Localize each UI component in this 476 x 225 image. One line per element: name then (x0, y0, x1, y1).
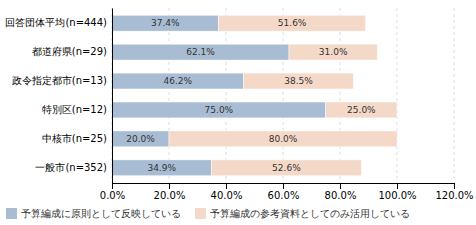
legend-label: 予算編成に原則として反映している (21, 208, 181, 219)
x-tick: 0.0% (100, 183, 125, 201)
x-tick: 60.0% (268, 183, 300, 201)
x-tick-mark (226, 183, 227, 189)
grid-line (340, 8, 341, 183)
legend-item: 予算編成に原則として反映している (6, 208, 181, 219)
data-label: 25.0% (347, 105, 376, 115)
bar (112, 73, 244, 89)
x-axis: 0.0% 20.0% 40.0% 60.0% 80.0% 100.0% 120.0% (100, 183, 474, 201)
bar (112, 15, 219, 31)
grid-line (397, 8, 398, 183)
chart: 37.4% 62.1% 46.2% 75.0% 20.0% 34.9% 51.6% 31.0%… (0, 0, 476, 225)
bar (169, 131, 397, 147)
grid-line (169, 8, 170, 183)
grid-line (112, 8, 113, 183)
data-label: 20.0% (126, 134, 155, 144)
x-tick-mark (169, 183, 170, 189)
x-tick-label: 0.0% (100, 190, 125, 201)
bar (326, 102, 397, 118)
data-label: 52.6% (272, 163, 301, 173)
bar (112, 102, 326, 118)
x-tick: 120.0% (435, 183, 473, 201)
x-axis-line (113, 184, 455, 190)
y-tick-label: 中核市(n=25) (42, 133, 107, 144)
y-tick: 中核市(n=25) (42, 133, 107, 144)
y-tick: 一般市(n=352) (35, 162, 107, 173)
bar (289, 44, 377, 60)
data-label: 46.2% (164, 76, 193, 86)
x-tick-mark (340, 183, 341, 189)
x-tick-label: 120.0% (435, 190, 473, 201)
plot: 37.4% 62.1% 46.2% 75.0% 20.0% 34.9% 51.6% 31.0%… (5, 8, 473, 201)
x-tick: 100.0% (378, 183, 416, 201)
data-label: 51.6% (278, 18, 307, 28)
data-labels: 37.4% 62.1% 46.2% 75.0% 20.0% 34.9% 51.6% 31.0%… (126, 18, 376, 173)
data-label: 80.0% (269, 134, 298, 144)
grid-line (283, 8, 284, 183)
legend-item: 予算編成の参考資料としてのみ活用している (195, 208, 410, 219)
grid-line (454, 8, 455, 183)
x-tick-label: 20.0% (154, 190, 186, 201)
legend: 予算編成に原則として反映している 予算編成の参考資料としてのみ活用している (6, 208, 410, 219)
x-tick-mark (397, 183, 398, 189)
x-tick-label: 60.0% (268, 190, 300, 201)
x-tick-mark (454, 183, 455, 189)
y-tick-label: 都道府県(n=29) (32, 46, 107, 57)
y-tick-label: 回答団体平均(n=444) (5, 17, 107, 28)
grid (112, 8, 454, 183)
data-label: 38.5% (284, 76, 313, 86)
y-tick: 都道府県(n=29) (32, 46, 107, 57)
y-tick-label: 特別区(n=12) (42, 104, 107, 115)
y-tick: 回答団体平均(n=444) (5, 17, 107, 28)
legend-swatch (6, 208, 17, 219)
bars (112, 15, 397, 176)
y-tick: 特別区(n=12) (42, 104, 107, 115)
x-tick-label: 80.0% (325, 190, 357, 201)
y-tick-label: 一般市(n=352) (35, 162, 107, 173)
bar (219, 15, 366, 31)
y-axis-line (112, 9, 113, 184)
bar (244, 73, 354, 89)
legend-swatch (195, 208, 206, 219)
grid-line (226, 8, 227, 183)
x-tick: 40.0% (211, 183, 243, 201)
bar (112, 44, 289, 60)
data-label: 75.0% (205, 105, 234, 115)
x-tick-mark (112, 183, 113, 189)
y-axis: 回答団体平均(n=444) 都道府県(n=29) 政令指定都市(n=13) 特別区(n… (5, 9, 112, 184)
data-label: 34.9% (147, 163, 176, 173)
x-tick: 20.0% (154, 183, 186, 201)
y-tick-label: 政令指定都市(n=13) (12, 75, 107, 86)
data-label: 31.0% (319, 47, 348, 57)
data-label: 62.1% (186, 47, 215, 57)
legend-label: 予算編成の参考資料としてのみ活用している (210, 208, 410, 219)
bar (112, 131, 169, 147)
y-tick: 政令指定都市(n=13) (12, 75, 107, 86)
x-tick-label: 40.0% (211, 190, 243, 201)
bar (112, 160, 211, 176)
x-tick: 80.0% (325, 183, 357, 201)
x-tick-mark (283, 183, 284, 189)
x-tick-label: 100.0% (378, 190, 416, 201)
data-label: 37.4% (151, 18, 180, 28)
bar (211, 160, 361, 176)
